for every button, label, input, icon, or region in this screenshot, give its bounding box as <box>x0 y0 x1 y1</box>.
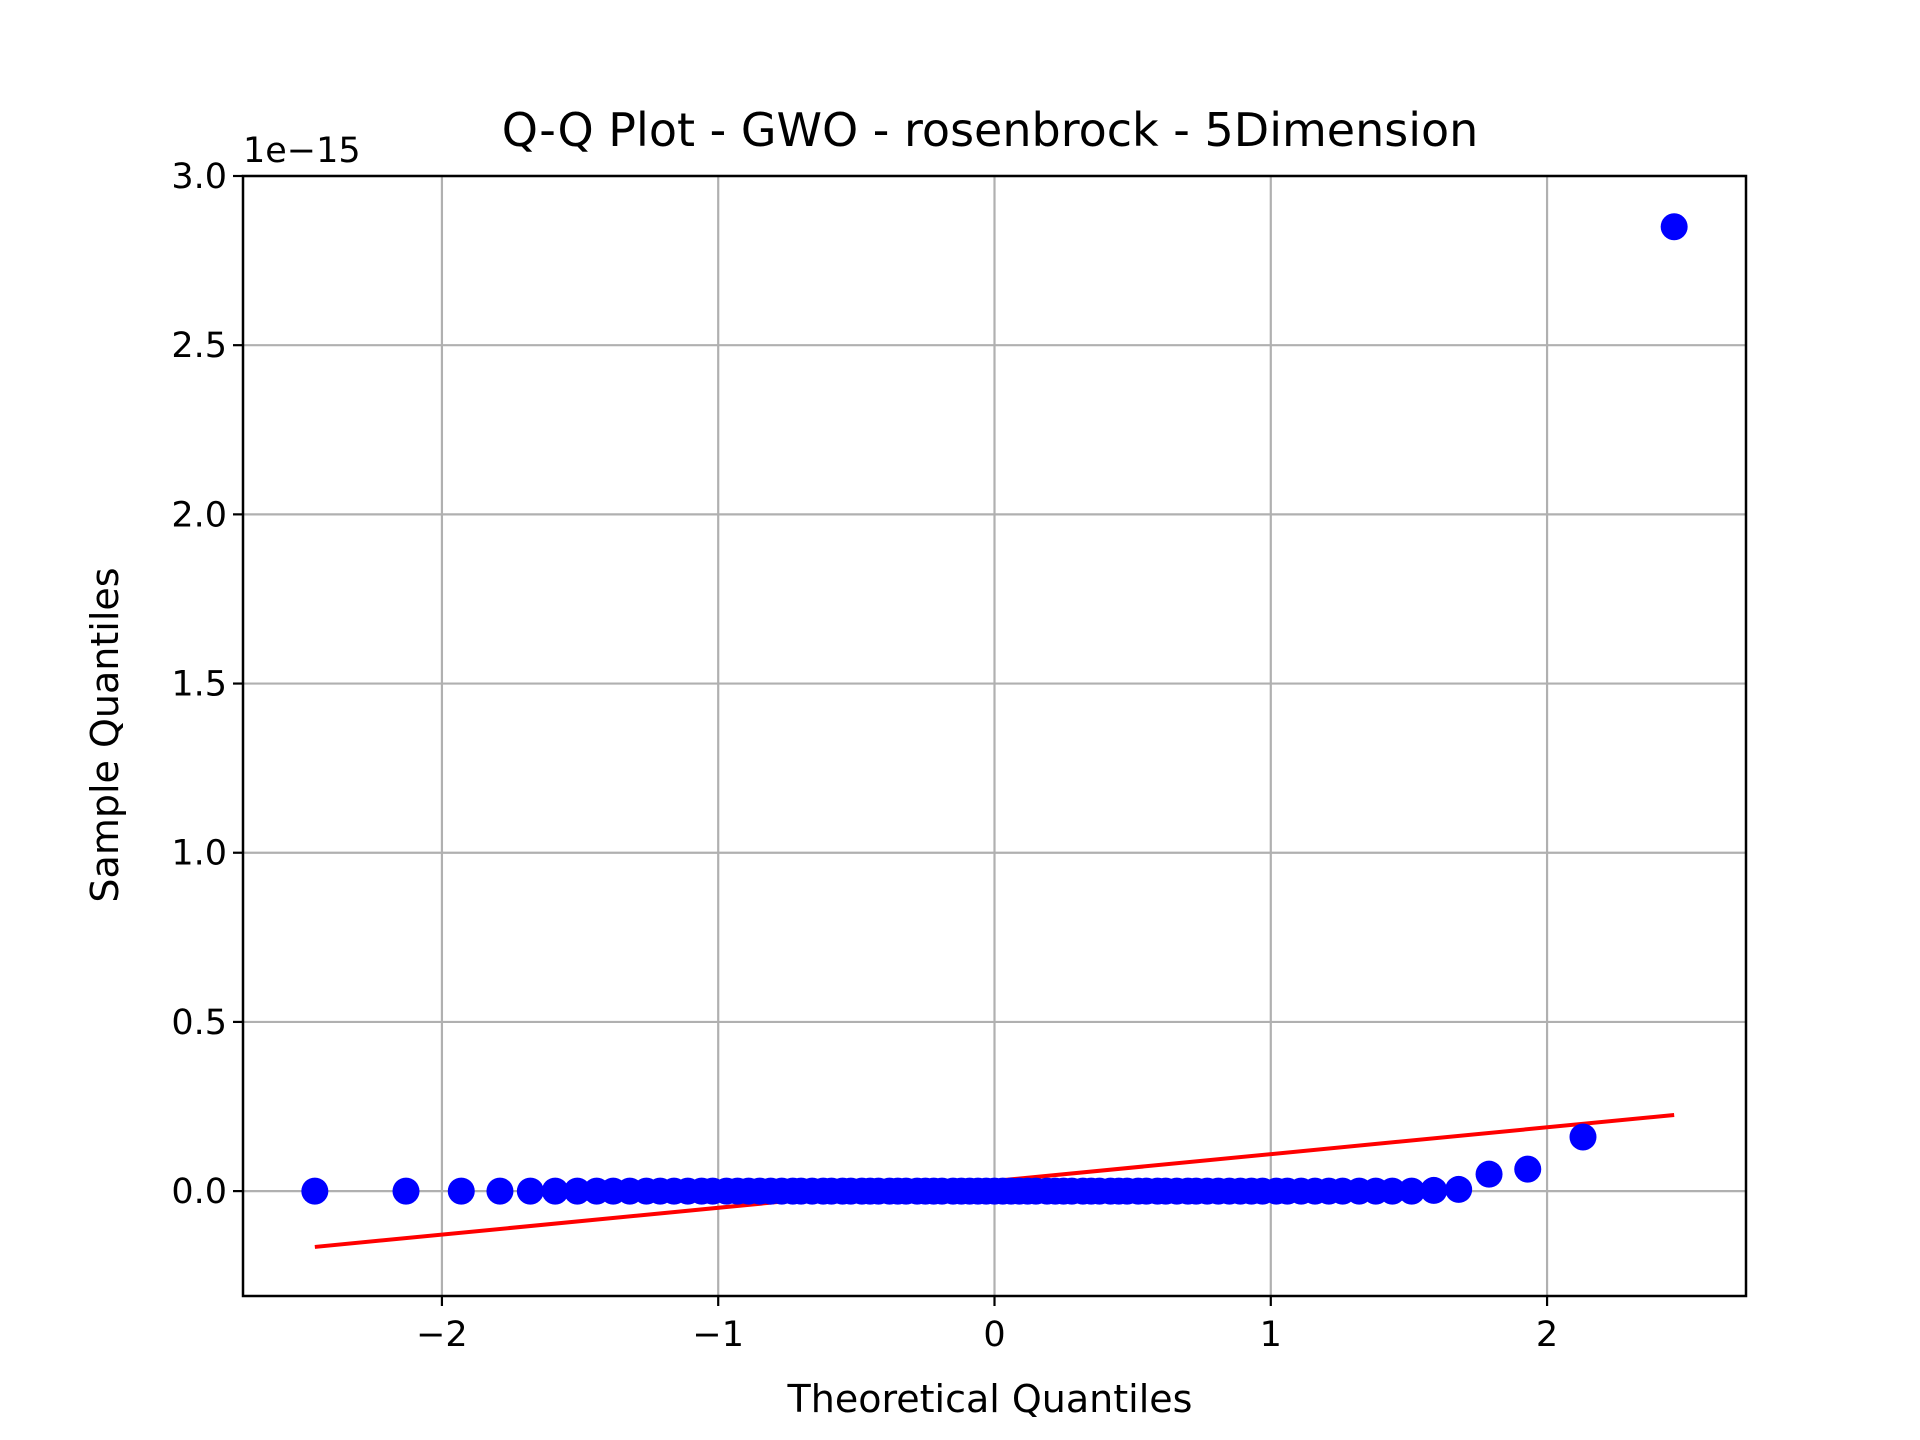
data-points <box>301 213 1688 1205</box>
y-tick-label: 0.0 <box>171 1172 227 1212</box>
data-point <box>1514 1155 1542 1183</box>
data-point <box>516 1177 544 1205</box>
x-tick-label: −2 <box>416 1315 468 1355</box>
y-tick-label: 2.0 <box>171 495 227 535</box>
data-point <box>541 1177 569 1205</box>
y-axis-ticks: 0.0 0.5 1.0 1.5 2.0 2.5 3.0 <box>171 157 243 1212</box>
data-point <box>563 1177 591 1205</box>
chart-title: Q-Q Plot - GWO - rosenbrock - 5Dimension <box>502 103 1479 157</box>
x-tick-label: −1 <box>692 1315 744 1355</box>
x-tick-label: 1 <box>1260 1315 1282 1355</box>
x-axis-title: Theoretical Quantiles <box>787 1377 1193 1421</box>
data-point <box>447 1177 475 1205</box>
y-tick-label: 1.5 <box>171 665 227 705</box>
data-point <box>301 1177 329 1205</box>
data-point <box>1445 1175 1473 1203</box>
x-tick-label: 0 <box>983 1315 1005 1355</box>
y-axis-title: Sample Quantiles <box>83 567 127 902</box>
y-tick-label: 2.5 <box>171 326 227 366</box>
y-tick-label: 1.0 <box>171 834 227 874</box>
data-point <box>1398 1177 1426 1205</box>
y-tick-label: 3.0 <box>171 157 227 197</box>
y-axis-offset-label: 1e−15 <box>243 131 361 171</box>
x-tick-label: 2 <box>1536 1315 1558 1355</box>
data-point <box>1475 1160 1503 1188</box>
data-point <box>392 1177 420 1205</box>
data-point <box>486 1177 514 1205</box>
data-point <box>1378 1177 1406 1205</box>
x-axis-ticks: −2 −1 0 1 2 <box>416 1296 1558 1355</box>
data-point <box>1420 1176 1448 1204</box>
data-point <box>1569 1123 1597 1151</box>
data-point <box>1660 213 1688 241</box>
y-tick-label: 0.5 <box>171 1003 227 1043</box>
